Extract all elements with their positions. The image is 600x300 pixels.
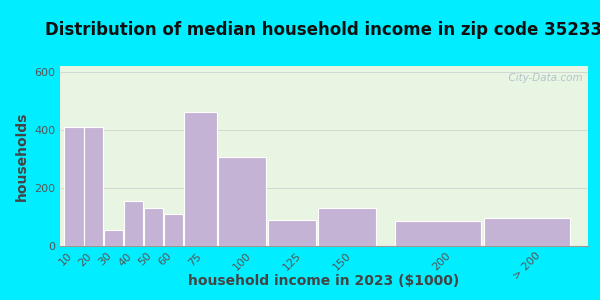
Bar	[395, 221, 481, 246]
Bar	[124, 201, 143, 246]
Bar	[268, 220, 316, 246]
Bar	[318, 208, 376, 246]
Text: Distribution of median household income in zip code 35233: Distribution of median household income …	[46, 21, 600, 39]
Bar	[144, 208, 163, 246]
Y-axis label: households: households	[14, 111, 28, 201]
Bar	[64, 127, 83, 246]
Bar	[218, 158, 266, 246]
Bar	[85, 127, 103, 246]
Text: household income in 2023 ($1000): household income in 2023 ($1000)	[188, 274, 460, 288]
Text: City-Data.com: City-Data.com	[502, 73, 583, 83]
Bar	[104, 230, 124, 246]
Bar	[164, 214, 183, 246]
Bar	[484, 218, 570, 246]
Bar	[184, 112, 217, 246]
